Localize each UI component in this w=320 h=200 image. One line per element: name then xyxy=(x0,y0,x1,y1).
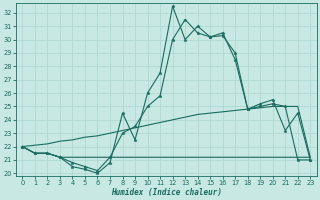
X-axis label: Humidex (Indice chaleur): Humidex (Indice chaleur) xyxy=(111,188,222,197)
